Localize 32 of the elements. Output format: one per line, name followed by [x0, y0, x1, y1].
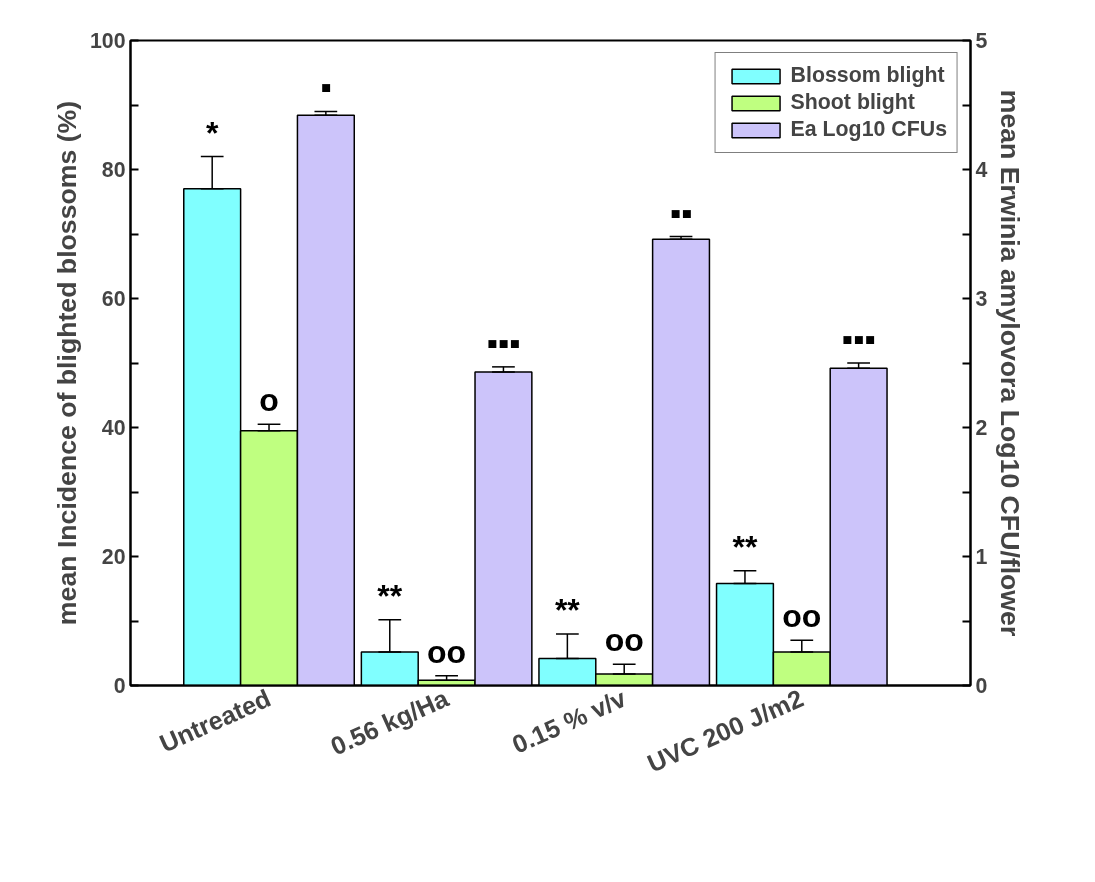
y-tick-label: 80 — [101, 158, 126, 182]
annotation: ▪ — [320, 69, 332, 106]
y2-tick-label: 0 — [975, 674, 988, 698]
annotation: ▪▪ — [669, 194, 693, 231]
y-axis-title: mean Incidence of blighted blossoms (%) — [51, 100, 82, 626]
y-tick-label: 60 — [101, 287, 126, 311]
y2-tick-label: 3 — [975, 287, 988, 311]
y-tick-label: 20 — [101, 545, 126, 569]
annotation: oo — [782, 598, 822, 635]
annotation: * — [205, 114, 219, 151]
y2-tick-label: 1 — [975, 545, 988, 569]
y-tick-label: 40 — [101, 416, 126, 440]
annotation: oo — [604, 622, 644, 659]
annotation: ** — [732, 528, 758, 565]
x-tick-label: 0.56 kg/Ha — [326, 683, 454, 761]
legend-label: Blossom blight — [790, 63, 945, 88]
legend-label: Ea Log10 CFUs — [790, 117, 947, 142]
annotation: ▪▪▪ — [841, 321, 876, 357]
annotation: oo — [427, 633, 467, 670]
legend-label: Shoot blight — [790, 90, 915, 115]
y2-tick-label: 5 — [975, 29, 988, 53]
x-tick-label: 0.15 % v/v — [507, 683, 630, 759]
annotation: ** — [554, 591, 581, 628]
annotation: ** — [377, 577, 403, 614]
annotation: o — [259, 382, 279, 419]
annotation: ▪▪▪ — [486, 324, 521, 361]
y2-tick-label: 2 — [975, 416, 988, 440]
y2-tick-label: 4 — [975, 158, 988, 182]
y-tick-label: 100 — [89, 29, 126, 53]
x-tick-label: UVC 200 J/m2 — [643, 683, 808, 778]
y-tick-label: 0 — [113, 674, 126, 698]
y2-axis-title: mean Erwinia amylovora Log10 CFU/flower — [995, 89, 1026, 637]
